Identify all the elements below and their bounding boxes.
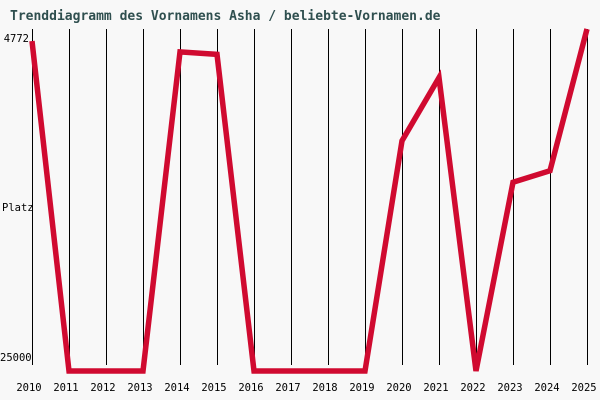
x-tick-label-2024: 2024 <box>534 382 560 394</box>
y-axis-title: Platz <box>2 202 34 214</box>
x-tick-label-2013: 2013 <box>127 382 153 394</box>
x-tick-label-2018: 2018 <box>312 382 338 394</box>
y-axis-min-label: 25000 <box>0 352 32 364</box>
chart-title: Trenddiagramm des Vornamens Asha / belie… <box>10 9 441 24</box>
x-tick-label-2021: 2021 <box>423 382 449 394</box>
x-tick-label-2020: 2020 <box>386 382 412 394</box>
x-tick-label-2019: 2019 <box>349 382 375 394</box>
x-tick-label-2016: 2016 <box>238 382 264 394</box>
x-tick-label-2012: 2012 <box>90 382 116 394</box>
x-tick-label-2010: 2010 <box>16 382 42 394</box>
x-tick-label-2017: 2017 <box>275 382 301 394</box>
x-tick-label-2015: 2015 <box>201 382 227 394</box>
x-tick-label-2025: 2025 <box>571 382 597 394</box>
x-tick-label-2022: 2022 <box>460 382 486 394</box>
x-tick-label-2011: 2011 <box>53 382 79 394</box>
trend-line <box>29 28 590 374</box>
x-tick-label-2014: 2014 <box>164 382 190 394</box>
y-axis-max-label: 4772 <box>3 33 29 45</box>
x-tick-label-2023: 2023 <box>497 382 523 394</box>
